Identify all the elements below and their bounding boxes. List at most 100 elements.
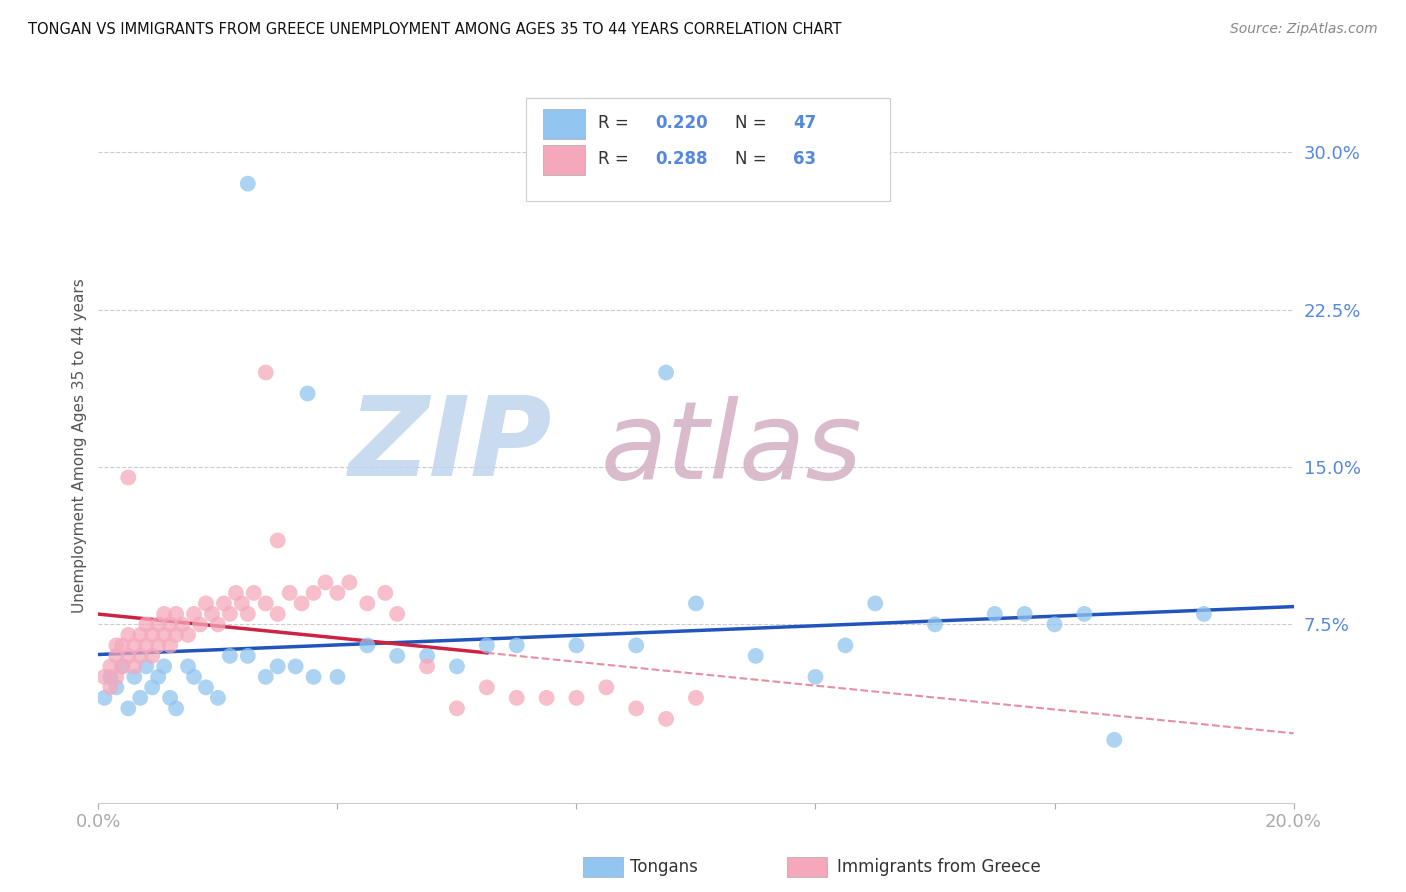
- Point: [236, 648, 259, 663]
- Point: [626, 701, 648, 715]
- Point: [117, 648, 139, 663]
- Point: [685, 690, 707, 705]
- Point: [1104, 732, 1126, 747]
- Point: [98, 670, 122, 684]
- Point: [231, 596, 253, 610]
- Point: [183, 607, 205, 621]
- Point: [291, 596, 314, 610]
- Point: [98, 659, 122, 673]
- Text: Tongans: Tongans: [630, 858, 697, 876]
- Point: [278, 586, 301, 600]
- Point: [93, 670, 115, 684]
- Point: [93, 690, 115, 705]
- Point: [159, 690, 181, 705]
- Point: [745, 648, 768, 663]
- Point: [595, 681, 617, 695]
- Point: [201, 607, 224, 621]
- Point: [207, 690, 229, 705]
- Point: [219, 648, 242, 663]
- Point: [141, 681, 163, 695]
- Point: [506, 690, 529, 705]
- Point: [159, 639, 181, 653]
- Y-axis label: Unemployment Among Ages 35 to 44 years: Unemployment Among Ages 35 to 44 years: [72, 278, 87, 614]
- Point: [267, 607, 290, 621]
- Point: [565, 690, 588, 705]
- Text: 47: 47: [793, 114, 815, 132]
- Point: [326, 670, 349, 684]
- Point: [195, 681, 218, 695]
- Point: [153, 659, 176, 673]
- Point: [315, 575, 337, 590]
- Point: [1192, 607, 1215, 621]
- Point: [98, 681, 122, 695]
- Point: [804, 670, 827, 684]
- Point: [177, 659, 200, 673]
- Point: [506, 639, 529, 653]
- Point: [153, 628, 176, 642]
- Point: [267, 659, 290, 673]
- Point: [1073, 607, 1095, 621]
- Text: TONGAN VS IMMIGRANTS FROM GREECE UNEMPLOYMENT AMONG AGES 35 TO 44 YEARS CORRELAT: TONGAN VS IMMIGRANTS FROM GREECE UNEMPLO…: [28, 22, 842, 37]
- Point: [129, 648, 152, 663]
- Point: [326, 586, 349, 600]
- FancyBboxPatch shape: [543, 109, 585, 139]
- Point: [1043, 617, 1066, 632]
- Point: [159, 617, 181, 632]
- Point: [302, 586, 325, 600]
- Point: [165, 628, 187, 642]
- Point: [685, 596, 707, 610]
- Point: [475, 639, 498, 653]
- Point: [374, 586, 396, 600]
- Text: Source: ZipAtlas.com: Source: ZipAtlas.com: [1230, 22, 1378, 37]
- Point: [385, 648, 409, 663]
- Point: [141, 648, 163, 663]
- Point: [153, 607, 176, 621]
- Point: [135, 639, 157, 653]
- Text: Immigrants from Greece: Immigrants from Greece: [837, 858, 1040, 876]
- Point: [207, 617, 229, 632]
- Point: [339, 575, 361, 590]
- Point: [177, 628, 200, 642]
- Point: [267, 533, 290, 548]
- Point: [105, 670, 128, 684]
- Point: [984, 607, 1007, 621]
- Point: [865, 596, 887, 610]
- Point: [111, 639, 134, 653]
- Point: [385, 607, 409, 621]
- Text: 63: 63: [793, 150, 815, 168]
- Point: [236, 607, 259, 621]
- FancyBboxPatch shape: [526, 98, 890, 202]
- Text: N =: N =: [735, 114, 772, 132]
- Point: [111, 659, 134, 673]
- Point: [129, 628, 152, 642]
- Point: [254, 366, 277, 380]
- Point: [129, 690, 152, 705]
- Point: [183, 670, 205, 684]
- Point: [124, 659, 146, 673]
- Point: [141, 628, 163, 642]
- Point: [297, 386, 319, 401]
- Text: 0.220: 0.220: [655, 114, 709, 132]
- Point: [834, 639, 856, 653]
- Point: [565, 639, 588, 653]
- Point: [446, 659, 468, 673]
- Point: [416, 648, 439, 663]
- Text: R =: R =: [598, 150, 634, 168]
- Point: [236, 177, 259, 191]
- Point: [148, 617, 170, 632]
- Point: [356, 596, 378, 610]
- Point: [302, 670, 325, 684]
- Point: [243, 586, 266, 600]
- Point: [105, 639, 128, 653]
- Point: [135, 659, 157, 673]
- Point: [475, 681, 498, 695]
- Point: [124, 670, 146, 684]
- Text: ZIP: ZIP: [349, 392, 553, 500]
- Point: [148, 670, 170, 684]
- Point: [626, 639, 648, 653]
- Point: [117, 470, 139, 484]
- Point: [536, 690, 558, 705]
- Point: [924, 617, 946, 632]
- Point: [105, 681, 128, 695]
- Point: [254, 596, 277, 610]
